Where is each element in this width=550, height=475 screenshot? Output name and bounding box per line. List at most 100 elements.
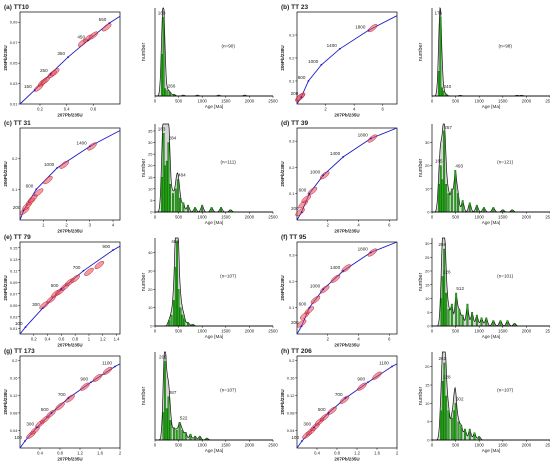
concordia-age-label: 600 <box>299 302 307 307</box>
x-tick-label: 2500 <box>545 329 550 334</box>
y-tick-label: 0.07 <box>10 40 19 45</box>
concordia-age-label: 1000 <box>44 162 55 167</box>
y-tick-label: 0.2 <box>12 358 18 363</box>
y-tick-label: 40 <box>148 250 153 255</box>
peak-age-label: 183 <box>158 10 166 15</box>
histogram-bar <box>475 314 478 327</box>
y-tick-label: 20 <box>425 269 430 274</box>
x-tick-label: 1 <box>42 223 45 228</box>
x-tick-label: 0.6 <box>58 337 64 342</box>
x-tick-label: 0 <box>431 443 434 448</box>
histogram-bar <box>450 303 453 327</box>
x-axis-label: 207Pb/235U <box>57 229 82 234</box>
error-ellipse <box>94 260 105 270</box>
concordia-age-point <box>322 174 325 177</box>
concordia-age-point <box>327 412 330 414</box>
concordia-frame <box>19 11 121 105</box>
concordia-age-label: 500 <box>318 407 326 412</box>
x-tick-label: 2000 <box>522 99 532 104</box>
x-tick-label: 2000 <box>245 215 255 220</box>
x-tick-label: 3 <box>89 223 92 228</box>
probability-density-curve <box>155 351 273 441</box>
x-tick-label: 2 <box>65 223 68 228</box>
error-ellipse <box>357 382 367 391</box>
y-tick-label: 0.1 <box>12 187 18 192</box>
x-tick-label: 1.4 <box>114 337 120 342</box>
y-axis-label: 206Pb/238U <box>280 45 285 70</box>
x-tick-label: 2000 <box>245 99 255 104</box>
peak-age-label: 287 <box>169 390 177 395</box>
peak-age-label: 502 <box>456 396 464 401</box>
y-tick-label: 25 <box>425 255 430 260</box>
histogram-bar <box>445 395 448 441</box>
error-ellipse <box>319 285 330 294</box>
x-tick-label: 500 <box>452 215 460 220</box>
concordia-age-point <box>367 381 369 384</box>
peak-age-label: 228 <box>443 374 451 379</box>
x-tick-label: 0.4 <box>37 451 43 456</box>
y-tick-label: 0.3 <box>289 253 295 258</box>
histogram-bar <box>439 17 442 97</box>
x-axis-label: Age [Ma] <box>205 220 223 225</box>
histogram-bar <box>194 435 197 441</box>
y-axis-label: number <box>141 387 147 406</box>
concordia-age-label: 600 <box>299 188 307 193</box>
y-axis-label: 206Pb/238U <box>280 161 285 186</box>
y-tick-label: 10 <box>425 186 430 191</box>
concordia-frame <box>296 355 398 449</box>
concordia-frame <box>296 241 398 335</box>
y-axis-label: number <box>418 159 424 178</box>
error-ellipse <box>65 394 75 403</box>
error-ellipse <box>367 248 378 257</box>
age-histogram: 0 500 1000 1500 2000 2500 0 5 10 15 20 25 30 Age [Ma]… <box>418 237 550 339</box>
y-tick-label: 10 <box>425 401 430 406</box>
histogram-bar <box>442 90 445 97</box>
y-tick-label: 0.2 <box>12 156 18 161</box>
sample-count-label: (n=90) <box>221 44 235 49</box>
x-tick-label: 0.4 <box>314 451 320 456</box>
y-axis-label: 206Pb/238U <box>280 389 285 414</box>
x-tick-label: 500 <box>175 215 183 220</box>
concordia-frame <box>19 127 121 221</box>
histogram-bar <box>454 170 457 213</box>
y-tick-label: 0 <box>427 210 430 215</box>
peak-age-label: 259 <box>438 242 446 247</box>
x-axis-label: Age [Ma] <box>482 334 500 339</box>
y-tick-label: 0.05 <box>10 61 19 66</box>
concordia-age-point <box>308 192 311 195</box>
concordia-age-label: 200 <box>291 91 299 96</box>
x-tick-label: 0.4 <box>45 337 51 342</box>
histogram-bar <box>161 177 164 213</box>
concordia-age-point <box>369 251 372 254</box>
x-tick-label: 1000 <box>198 215 208 220</box>
concordia-age-label: 200 <box>291 320 299 325</box>
concordia-age-label: 100 <box>15 321 23 326</box>
x-tick-label: 0 <box>154 443 157 448</box>
concordia-age-point <box>87 39 89 42</box>
probability-density-curve <box>432 123 550 213</box>
x-axis-label: Age [Ma] <box>205 448 223 453</box>
probability-density-curve <box>155 237 273 327</box>
concordia-age-label: 100 <box>14 435 22 440</box>
concordia-plot: 200 600 1000 1400 1 2 3 4 0.1 0.2 207Pb/235U 206Pb/… <box>3 127 121 234</box>
y-tick-label: 0.13 <box>10 257 19 262</box>
histogram-bar <box>455 292 458 327</box>
histogram-bar <box>513 323 516 327</box>
peak-age-label: 522 <box>180 415 188 420</box>
y-axis-label: 206Pb/238U <box>280 275 285 300</box>
x-axis-label: 207Pb/235U <box>334 343 359 348</box>
concordia-age-point <box>60 288 63 291</box>
y-tick-label: 10 <box>148 186 153 191</box>
x-tick-label: 1.6 <box>97 451 103 456</box>
concordia-age-point <box>301 440 303 442</box>
histogram-bar <box>168 320 171 327</box>
sample-count-label: (n=107) <box>220 388 236 393</box>
x-tick-label: 2500 <box>545 443 550 448</box>
concordia-plot: 100 300 500 700 900 1100 0.4 0.8 1.2 1.6 2 0.04 0.08… <box>280 355 399 462</box>
error-ellipse <box>367 24 378 33</box>
error-ellipse <box>102 366 113 375</box>
y-axis-label: number <box>141 43 147 62</box>
histogram-bar <box>182 202 185 213</box>
x-tick-label: 2500 <box>268 99 278 104</box>
concordia-plot: 100 300 500 700 900 0.2 0.4 0.6 0.8 1 1.2 1.4 0.01 0.… <box>3 241 121 348</box>
